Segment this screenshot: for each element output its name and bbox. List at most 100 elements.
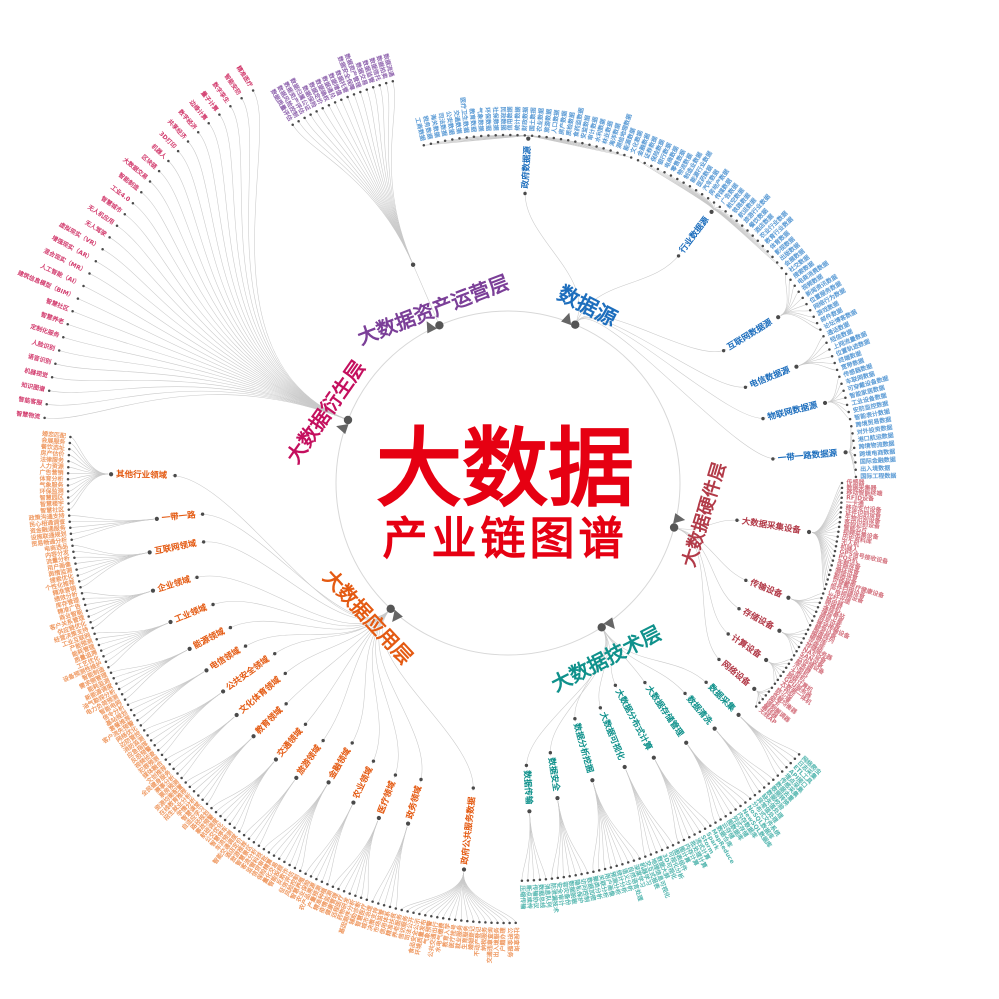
leaf-dot [544,877,548,881]
link-curve [303,608,391,727]
link-curve [574,253,681,325]
subbranch-hub-dot [168,619,173,625]
leaf-dot [68,447,71,451]
leaf-dot [552,136,556,140]
leaf-label: 统计数据 [513,106,522,130]
link-curve [94,622,168,634]
leaf-dot [764,694,768,697]
leaf-dot [348,892,351,895]
link-curve [791,598,811,626]
leaf-dot [825,341,828,345]
subbranch-inner-dot [273,651,277,656]
subbranch-inner-dot [201,540,206,544]
leaf-dot [146,734,149,737]
leaf-dot [66,478,70,481]
subbranch-label: 政府公共服务数据 [459,796,478,865]
leaf-label: 政策沟通支持 [28,512,65,523]
link-curve [811,532,827,585]
leaf-dot [157,748,160,752]
subbranch-label: 医疗领域 [376,779,399,815]
leaf-label: 交通违章查询 [485,927,494,963]
link-curve [601,627,647,686]
leaf-dot [854,475,858,479]
link-curve [103,622,168,657]
link-curve [83,285,349,421]
leaf-dot [502,921,505,925]
leaf-dot [326,882,329,886]
leaf-dot [761,244,765,248]
leaf-dot [297,119,300,123]
leaf-dot [834,545,838,548]
leaf-dot [840,486,844,490]
leaf-dot [770,686,774,689]
leaf-dot [47,389,51,392]
link-curve [670,175,714,210]
leaf-label: 婚姻登记 [467,926,477,952]
link-curve [211,761,275,809]
leaf-dot [820,596,823,600]
leaf-dot [388,905,392,909]
link-curve [557,801,582,875]
link-curve [95,261,349,421]
subbranch-inner-dot [737,607,741,611]
subbranch-hub-dot [684,740,689,745]
leaf-dot [196,130,200,134]
leaf-dot [436,916,439,919]
leaf-dot [465,136,468,139]
leaf-dot [823,587,827,591]
link-curve [258,780,295,846]
leaf-label: 智能客服 [18,395,44,407]
subbranch-label: 工业领域 [173,602,209,625]
link-curve [529,814,541,880]
leaf-dot [76,297,80,300]
leaf-label: 民政数据 [499,106,507,130]
leaf-dot [776,774,780,777]
subbranch-inner-dot [704,680,708,684]
leaf-dot [827,573,831,577]
leaf-dot [45,402,48,406]
leaf-label: 智慧物流 [16,409,41,420]
link-curve [780,312,814,318]
leaf-dot [838,520,841,524]
link-curve [199,514,391,618]
leaf-dot [772,778,775,781]
leaf-dot [677,841,680,844]
leaf-dot [842,389,845,392]
leaf-label: 机器视觉 [24,366,49,379]
leaf-label: 法律服务 [40,455,65,464]
link-curve [463,872,510,924]
leaf-dot [131,201,135,205]
leaf-dot [97,643,101,647]
leaf-dot [538,878,542,881]
leaf-dot [123,698,127,701]
leaf-dot [688,836,691,839]
leaf-dot [223,818,227,822]
leaf-dot [805,302,808,306]
leaf-label: 教育数据 [468,107,478,133]
subbranch-label: 一带一路 [161,509,196,523]
leaf-dot [795,649,798,653]
leaf-dot [429,142,433,145]
link-curve [674,527,722,662]
leaf-label: 智慧养老 [40,310,65,326]
subbranch-label: 互联网数据源 [725,316,775,352]
leaf-label: 环保监测 [40,487,64,495]
link-curve [413,872,464,913]
link-curve [391,81,414,265]
leaf-dot [530,134,534,138]
leaf-label: 会展服务 [41,436,67,446]
leaf-dot [288,863,291,867]
leaf-dot [148,180,152,183]
link-curve [304,117,414,265]
leaf-dot [123,213,127,216]
leaf-dot [149,739,153,742]
leaf-dot [643,161,646,165]
branch-anchor-dot [343,415,353,425]
link-curve [263,784,328,850]
leaf-dot [801,296,804,300]
leaf-dot [660,848,664,852]
leaf-dot [400,908,403,912]
subbranch-label: 企业领域 [155,574,192,595]
leaf-dot [71,310,74,313]
leaf-label: 不动产登记 [473,926,483,956]
